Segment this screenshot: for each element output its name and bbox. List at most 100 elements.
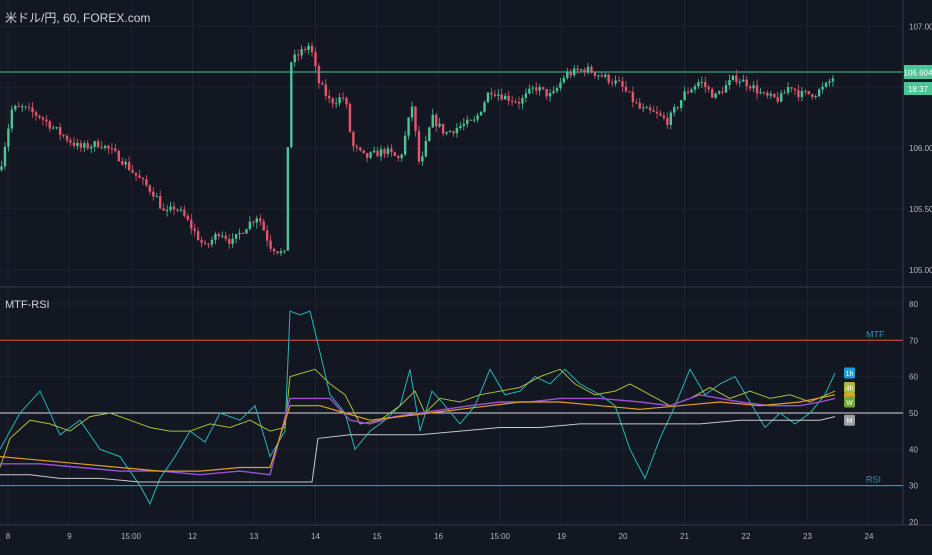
candle-body bbox=[538, 87, 541, 91]
candle-body bbox=[807, 91, 810, 95]
candle-body bbox=[669, 112, 672, 125]
time-axis[interactable]: 8 9 15:00 12 13 14 15 16 15:00 19 20 21 22 23 24 bbox=[6, 532, 874, 541]
last-price-label: 106.604 18:37 bbox=[904, 65, 932, 95]
candle-body bbox=[793, 88, 797, 91]
candle-body bbox=[607, 74, 610, 83]
rsi-badge-1h bbox=[844, 367, 855, 379]
candle-body bbox=[438, 123, 441, 127]
candle-body bbox=[814, 96, 817, 98]
candle-body bbox=[348, 104, 352, 132]
symbol-title[interactable]: 米ドル/円, 60, FOREX.com bbox=[5, 11, 150, 25]
candle-body bbox=[110, 148, 114, 150]
candle-body bbox=[52, 127, 55, 129]
candle-body bbox=[738, 81, 741, 83]
candle-body bbox=[383, 149, 386, 154]
candle-body bbox=[214, 233, 217, 240]
rsi-level-label: MTF bbox=[866, 329, 885, 339]
candle-body bbox=[469, 119, 472, 121]
rsi-series-line-0 bbox=[0, 310, 836, 505]
candle-body bbox=[328, 95, 331, 99]
candle-body bbox=[283, 250, 286, 252]
candle-body bbox=[45, 119, 48, 122]
rsi-axis[interactable]: 80 70 60 50 40 30 20 bbox=[909, 300, 918, 527]
candle-body bbox=[31, 107, 34, 113]
candle-body bbox=[610, 82, 614, 84]
time-tick-label: 9 bbox=[67, 532, 72, 541]
candle-body bbox=[407, 117, 410, 136]
candle-body bbox=[466, 119, 469, 124]
candle-body bbox=[69, 140, 72, 143]
candle-body bbox=[103, 145, 107, 148]
candle-body bbox=[162, 208, 165, 211]
rsi-series-line-2 bbox=[0, 394, 836, 476]
price-pane[interactable] bbox=[0, 41, 903, 257]
candle-body bbox=[452, 131, 455, 134]
price-tick-label: 107.000 bbox=[909, 22, 932, 31]
candle-body bbox=[559, 82, 562, 89]
candle-body bbox=[366, 153, 369, 158]
candle-body bbox=[821, 86, 824, 90]
candle-body bbox=[780, 93, 783, 102]
candle-body bbox=[217, 233, 221, 237]
candle-body bbox=[628, 91, 631, 93]
candle-body bbox=[252, 221, 255, 223]
candle-body bbox=[659, 113, 662, 116]
candle-body bbox=[165, 209, 169, 211]
candle-body bbox=[76, 143, 79, 146]
candle-body bbox=[245, 229, 248, 234]
candle-body bbox=[107, 145, 110, 149]
candle-body bbox=[755, 85, 759, 94]
candle-body bbox=[707, 86, 710, 90]
candle-body bbox=[490, 92, 493, 95]
candle-body bbox=[114, 148, 117, 151]
candle-body bbox=[783, 92, 786, 94]
candle-body bbox=[210, 239, 214, 245]
rsi-tick-label: 80 bbox=[909, 300, 918, 309]
candle-body bbox=[410, 106, 414, 118]
rsi-badge-W bbox=[844, 396, 855, 408]
rsi-tick-label: 30 bbox=[909, 482, 918, 491]
candle-body bbox=[790, 87, 793, 89]
candle-body bbox=[573, 68, 576, 76]
candle-body bbox=[172, 206, 176, 210]
candle-body bbox=[617, 80, 621, 82]
candle-body bbox=[776, 97, 779, 102]
candle-body bbox=[0, 166, 3, 170]
candle-body bbox=[424, 140, 428, 157]
candle-body bbox=[27, 106, 31, 108]
candle-body bbox=[531, 87, 534, 89]
candle-body bbox=[338, 97, 341, 104]
candle-body bbox=[317, 66, 321, 84]
candle-body bbox=[645, 107, 648, 109]
candle-body bbox=[548, 93, 552, 97]
candle-body bbox=[96, 141, 100, 148]
candle-body bbox=[476, 115, 479, 120]
candle-body bbox=[414, 106, 417, 132]
candle-body bbox=[831, 78, 835, 82]
candle-body bbox=[555, 88, 559, 92]
bar-countdown: 18:37 bbox=[908, 85, 929, 94]
candle-body bbox=[293, 54, 296, 63]
candle-body bbox=[93, 141, 96, 147]
candle-body bbox=[231, 238, 234, 244]
rsi-timeframe-badges: 1h4hDWM bbox=[844, 367, 855, 426]
time-tick-label: 23 bbox=[803, 532, 812, 541]
candle-body bbox=[265, 230, 269, 241]
indicator-title[interactable]: MTF-RSI bbox=[5, 299, 50, 311]
candle-body bbox=[748, 86, 752, 89]
candle-body bbox=[241, 232, 245, 234]
candle-body bbox=[635, 102, 638, 104]
candle-body bbox=[159, 196, 162, 209]
time-tick-label: 8 bbox=[6, 532, 11, 541]
candle-body bbox=[428, 127, 431, 141]
candle-body bbox=[145, 179, 148, 186]
candle-body bbox=[155, 196, 158, 198]
candle-body bbox=[207, 244, 210, 246]
candle-body bbox=[176, 209, 179, 211]
rsi-tick-label: 60 bbox=[909, 373, 918, 382]
candle-body bbox=[290, 62, 293, 148]
candle-body bbox=[521, 97, 524, 104]
